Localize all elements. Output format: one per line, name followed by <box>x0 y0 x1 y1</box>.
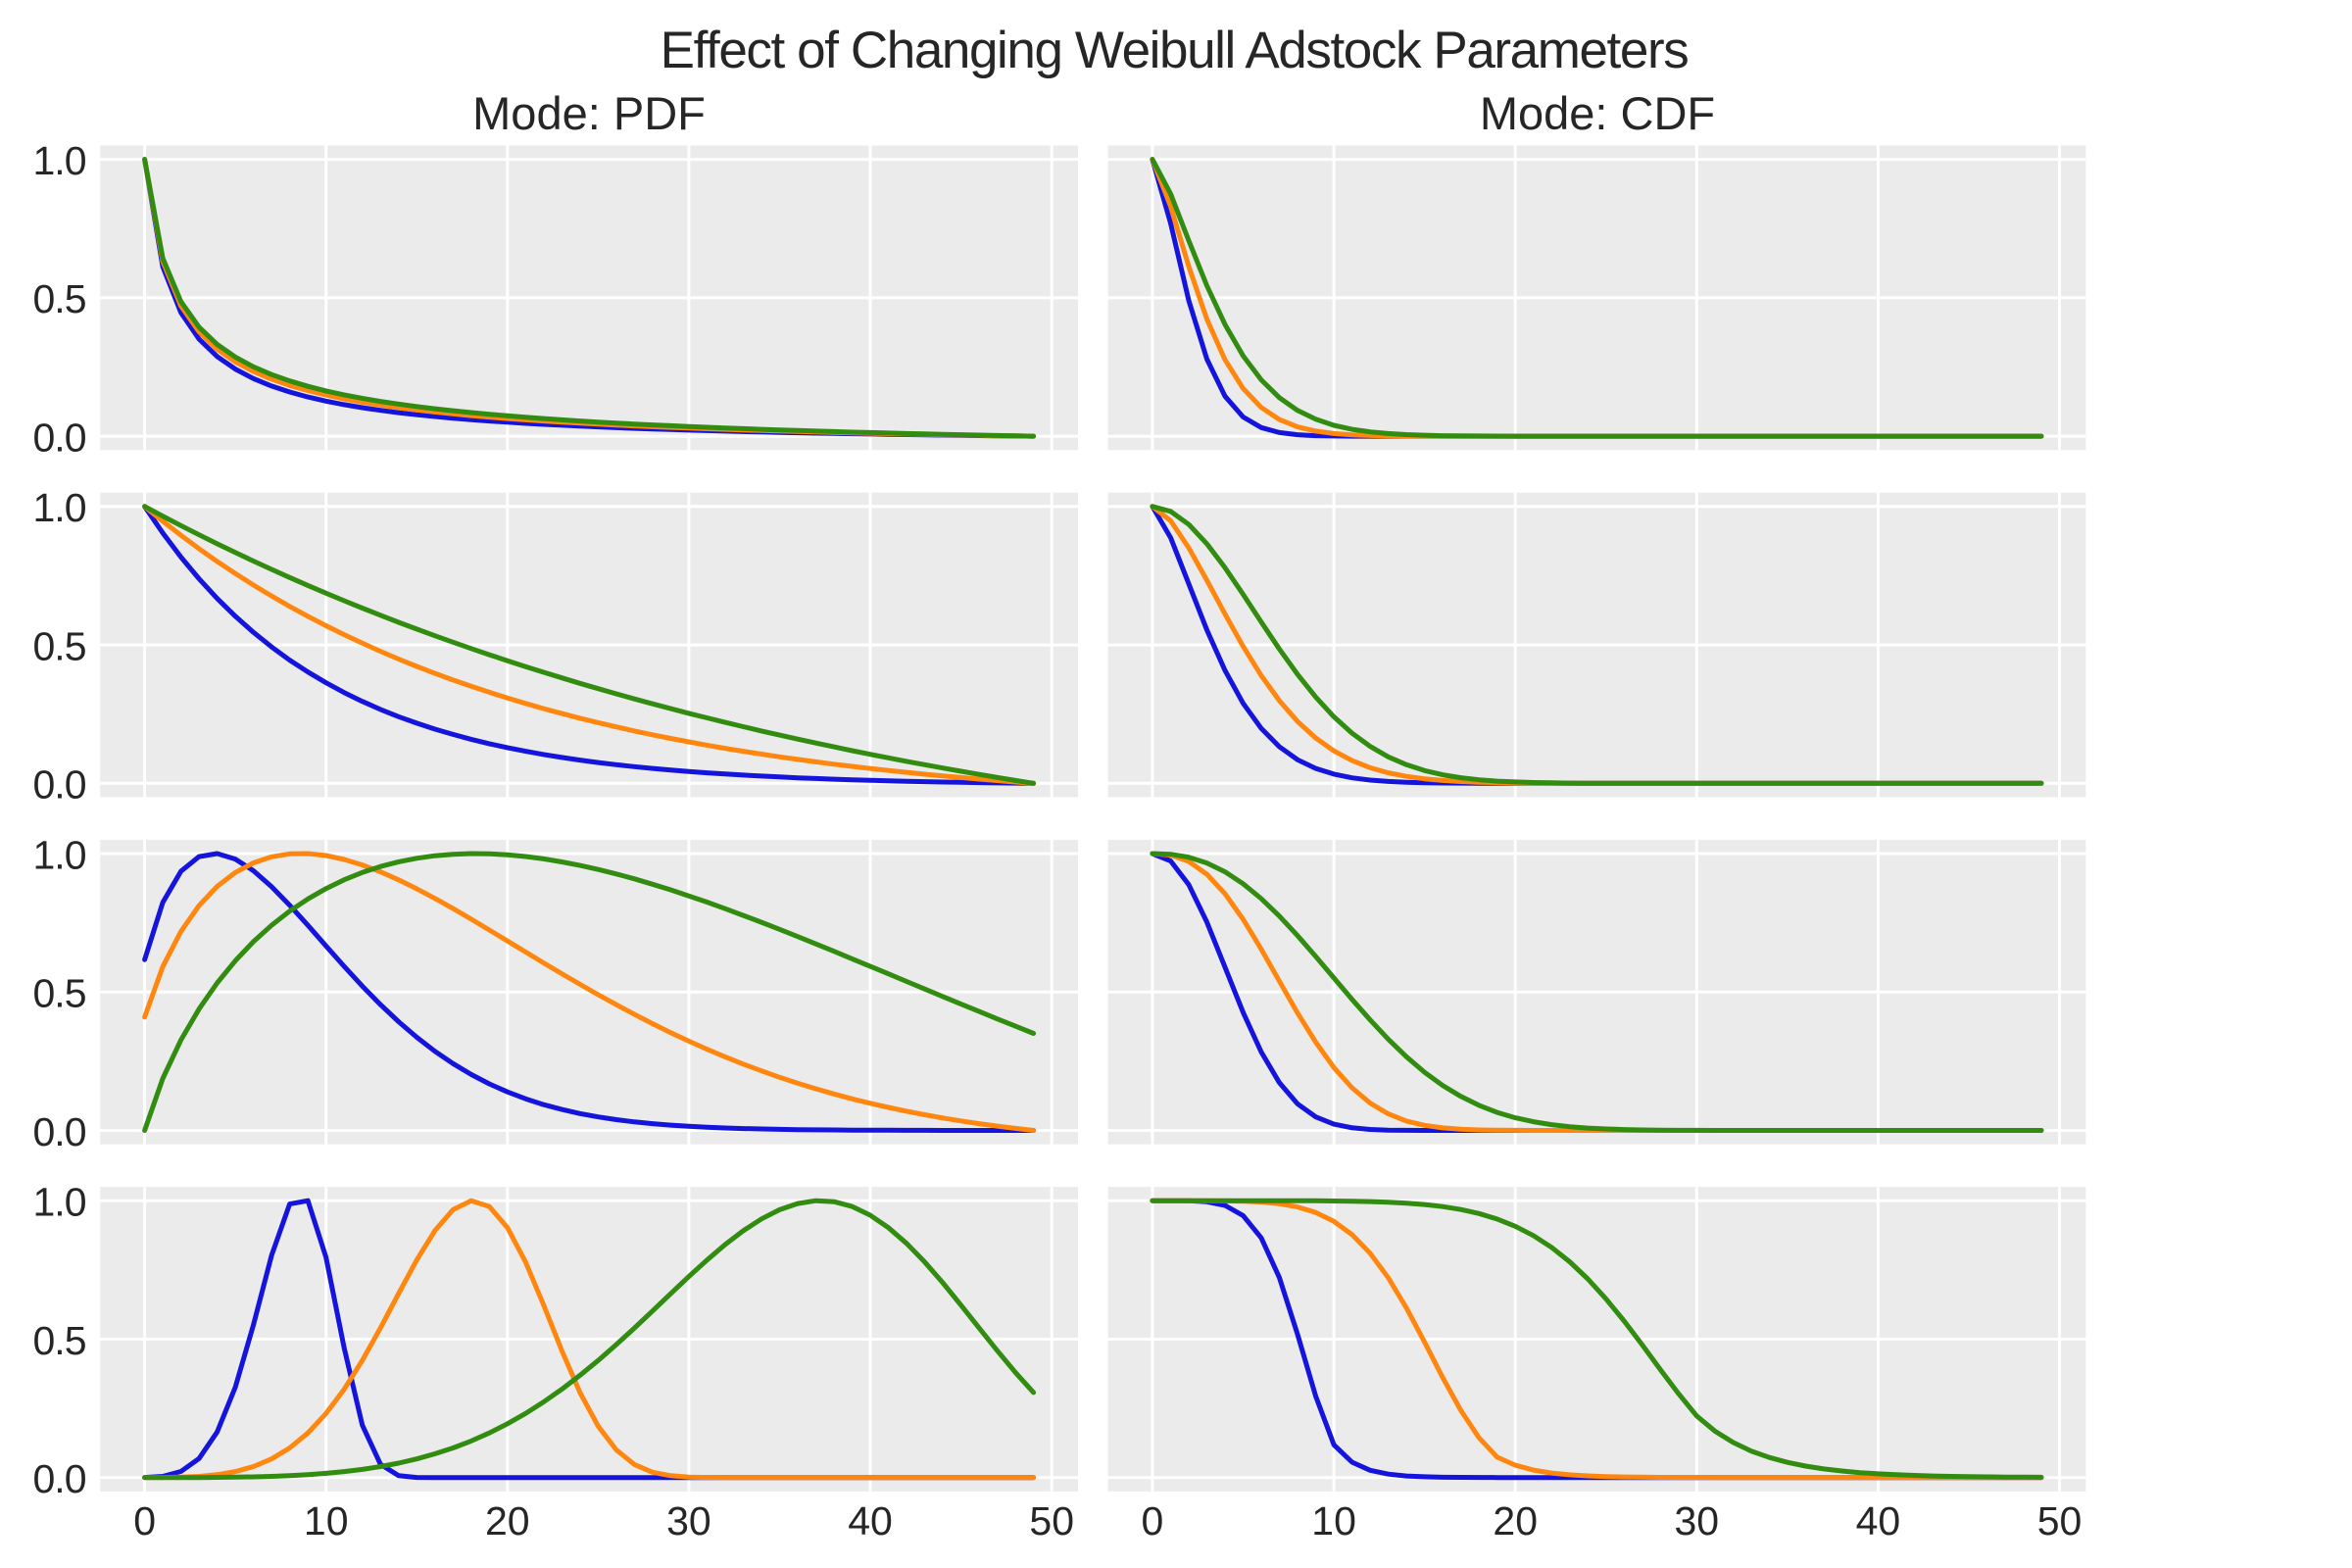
svg-text:Mode: PDF: Mode: PDF <box>472 87 706 139</box>
svg-text:0.5: 0.5 <box>33 623 86 668</box>
svg-text:0.0: 0.0 <box>33 762 86 808</box>
svg-text:30: 30 <box>1674 1498 1719 1544</box>
svg-text:1.0: 1.0 <box>33 485 86 530</box>
svg-text:50: 50 <box>1029 1498 1074 1544</box>
svg-text:0.0: 0.0 <box>33 1456 86 1501</box>
svg-text:0.0: 0.0 <box>33 415 86 460</box>
svg-text:30: 30 <box>666 1498 711 1544</box>
svg-text:0.5: 0.5 <box>33 276 86 321</box>
svg-text:0: 0 <box>133 1498 156 1544</box>
svg-text:10: 10 <box>304 1498 349 1544</box>
svg-text:1.0: 1.0 <box>33 1180 86 1225</box>
svg-text:Effect of Changing Weibull Ads: Effect of Changing Weibull Adstock Param… <box>661 22 1689 79</box>
svg-text:10: 10 <box>1311 1498 1356 1544</box>
svg-text:20: 20 <box>485 1498 530 1544</box>
svg-text:40: 40 <box>848 1498 893 1544</box>
svg-text:20: 20 <box>1493 1498 1538 1544</box>
svg-text:0.0: 0.0 <box>33 1109 86 1154</box>
svg-text:1.0: 1.0 <box>33 832 86 877</box>
svg-text:40: 40 <box>1856 1498 1901 1544</box>
svg-text:0.5: 0.5 <box>33 1318 86 1363</box>
svg-text:Mode: CDF: Mode: CDF <box>1480 87 1715 139</box>
svg-text:0.5: 0.5 <box>33 971 86 1016</box>
svg-text:1.0: 1.0 <box>33 138 86 183</box>
svg-text:50: 50 <box>2037 1498 2082 1544</box>
svg-text:0: 0 <box>1141 1498 1163 1544</box>
